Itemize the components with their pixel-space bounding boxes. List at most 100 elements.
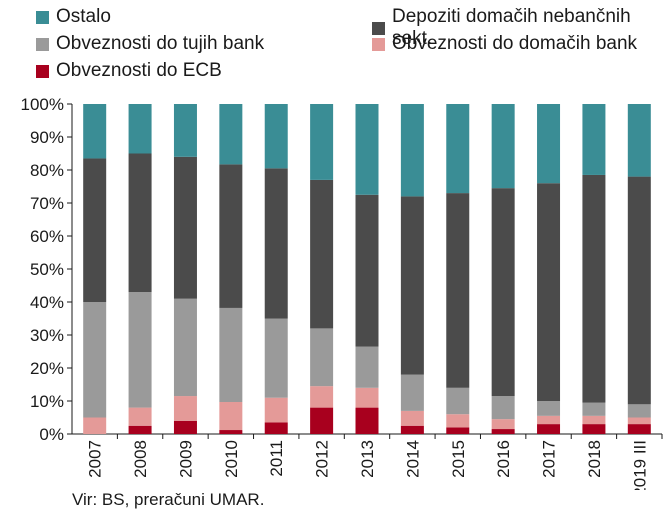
y-tick-label: 20% xyxy=(30,359,64,378)
bar-segment xyxy=(264,397,288,423)
y-tick-label: 70% xyxy=(30,194,64,213)
bar-segment xyxy=(173,420,197,434)
bar-segment xyxy=(219,104,243,165)
x-tick-label: 2011 xyxy=(267,440,286,477)
bar-segment xyxy=(173,156,197,299)
bar-segment xyxy=(446,427,470,434)
bar-segment xyxy=(627,104,651,177)
legend-swatch xyxy=(36,37,49,51)
y-tick-label: 0% xyxy=(39,425,64,444)
bar-segment xyxy=(310,386,334,408)
x-tick-label: 2015 xyxy=(449,440,468,478)
bar-segment xyxy=(491,419,515,430)
legend-label: Obveznosti do domačih bank xyxy=(392,33,638,54)
bar-segment xyxy=(491,396,515,420)
x-tick-label: 2008 xyxy=(131,440,150,478)
bar-segment xyxy=(83,104,107,159)
bar-segment xyxy=(627,424,651,434)
bar-segment xyxy=(355,407,379,434)
legend-swatch xyxy=(372,21,385,35)
bar-segment xyxy=(310,328,334,387)
legend-label: Depoziti domačih nebančnih sekt. xyxy=(392,6,631,49)
bar-segment xyxy=(400,374,424,411)
x-tick-label: 2017 xyxy=(540,440,559,478)
bar-segment xyxy=(491,188,515,397)
bar-segment xyxy=(173,396,197,421)
legend-swatch xyxy=(372,37,385,51)
legend-item: Obveznosti do domačih bank xyxy=(372,33,637,55)
bar-segment xyxy=(83,417,107,434)
x-tick-label: 2018 xyxy=(585,440,604,478)
bar-segment xyxy=(355,194,379,347)
y-tick-label: 80% xyxy=(30,161,64,180)
bar-segment xyxy=(264,318,288,398)
y-tick-label: 50% xyxy=(30,260,64,279)
bar-segment xyxy=(219,430,243,434)
legend-label: Obveznosti do tujih bank xyxy=(56,33,265,54)
y-tick-label: 100% xyxy=(21,95,64,114)
bar-segment xyxy=(446,414,470,428)
bar-segment xyxy=(128,153,152,293)
legend-swatch xyxy=(36,64,49,78)
bar-segment xyxy=(537,401,561,416)
bar-segment xyxy=(400,425,424,434)
bar-segment xyxy=(83,158,107,302)
bar-segment xyxy=(491,104,515,189)
bar-segment xyxy=(128,407,152,426)
bar-segment xyxy=(537,104,561,184)
x-tick-label: 2013 xyxy=(358,440,377,478)
bar-segment xyxy=(627,176,651,405)
x-tick-label: 2009 xyxy=(176,440,195,478)
bar-segment xyxy=(355,346,379,388)
bar-segment xyxy=(582,104,606,175)
x-tick-label: 2014 xyxy=(403,440,422,478)
bar-segment xyxy=(83,302,107,418)
bar-segment xyxy=(400,104,424,197)
legend-item: Depoziti domačih nebančnih sekt. xyxy=(372,6,668,50)
y-tick-label: 10% xyxy=(30,392,64,411)
bar-segment xyxy=(310,104,334,180)
y-tick-label: 90% xyxy=(30,128,64,147)
bar-segment xyxy=(173,104,197,157)
x-tick-label: 2012 xyxy=(313,440,332,478)
legend-item: Ostalo xyxy=(36,6,111,28)
legend-label: Ostalo xyxy=(56,6,111,27)
bar-segment xyxy=(128,292,152,408)
bar-segment xyxy=(446,387,470,415)
bar-segment xyxy=(627,417,651,425)
x-tick-label: 2019 III xyxy=(630,440,649,490)
bar-segment xyxy=(446,193,470,388)
bar-segment xyxy=(310,407,334,434)
bar-segment xyxy=(219,307,243,402)
y-tick-label: 60% xyxy=(30,227,64,246)
bar-segment xyxy=(627,404,651,418)
bar-segment xyxy=(582,415,606,425)
bar-segment xyxy=(219,164,243,308)
bar-segment xyxy=(400,410,424,426)
legend-item: Obveznosti do tujih bank xyxy=(36,33,264,55)
bar-segment xyxy=(446,104,470,194)
legend-label: Obveznosti do ECB xyxy=(56,60,222,81)
bar-segment xyxy=(173,298,197,397)
stacked-bar-chart: 0% 10% 20% 30% 40% 50% 60% 70% 80% 90% 100% 2007 200… xyxy=(21,95,663,490)
bar-segment xyxy=(355,387,379,408)
legend: Ostalo Depoziti domačih nebančnih sekt. Ob… xyxy=(0,0,668,86)
y-tick-label: 40% xyxy=(30,293,64,312)
bar-segment xyxy=(264,168,288,319)
x-tick-label: 2007 xyxy=(86,440,105,478)
bar-segment xyxy=(582,174,606,403)
bar-segment xyxy=(582,424,606,434)
bar-segment xyxy=(355,104,379,195)
bar-segment xyxy=(400,196,424,375)
bar-segment xyxy=(491,429,515,434)
x-tick-label: 2016 xyxy=(494,440,513,478)
source-note: Vir: BS, preračuni UMAR. xyxy=(72,490,265,509)
legend-swatch xyxy=(36,10,49,24)
y-tick-label: 30% xyxy=(30,326,64,345)
bar-segment xyxy=(537,415,561,425)
bar-segment xyxy=(264,422,288,434)
bar-segment xyxy=(219,401,243,431)
bar-segment xyxy=(264,104,288,169)
bar-segment xyxy=(310,179,334,329)
bar-segment xyxy=(128,104,152,154)
